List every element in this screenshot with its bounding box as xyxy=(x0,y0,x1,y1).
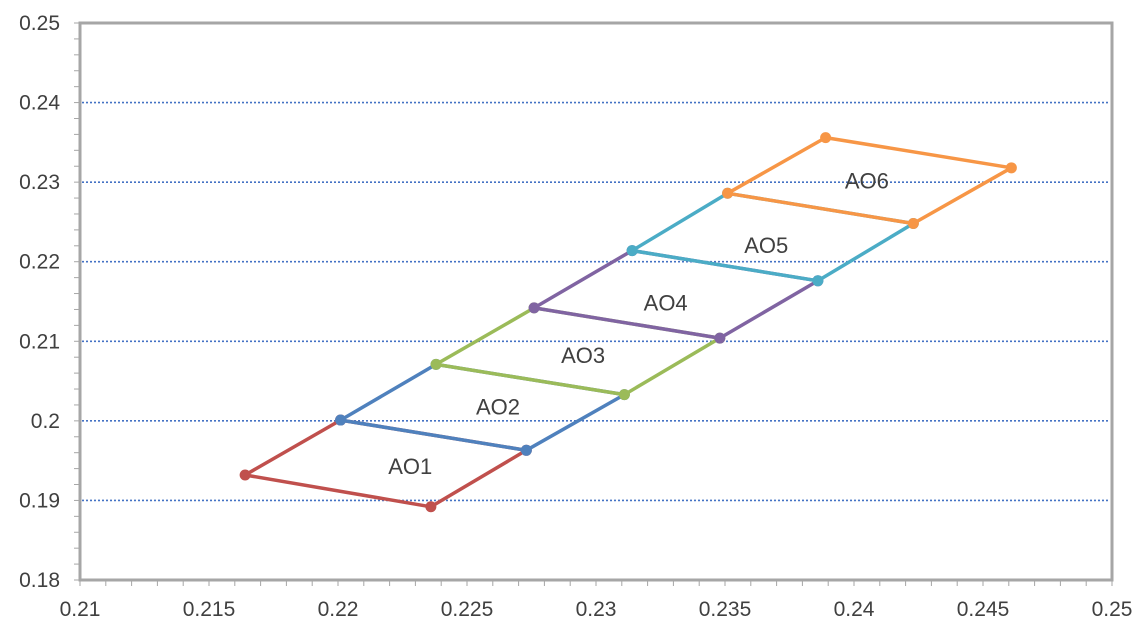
x-tick-label-3: 0.225 xyxy=(441,598,494,621)
y-tick-label-6: 0.24 xyxy=(19,92,60,115)
series-label-ao1: AO1 xyxy=(388,454,432,479)
series-label-ao4: AO4 xyxy=(644,290,688,315)
series-labels: AO1 AO2 AO3 AO4 AO5 AO6 xyxy=(388,169,889,480)
series-label-ao3: AO3 xyxy=(561,343,605,368)
data-point-ao2-3[interactable] xyxy=(520,444,532,456)
y-tick-label-0: 0.18 xyxy=(19,569,60,592)
y-tick-label-5: 0.23 xyxy=(19,171,60,194)
data-point-ao3-3[interactable] xyxy=(618,389,630,401)
series-ao6 xyxy=(722,132,1017,230)
series-label-ao6: AO6 xyxy=(845,169,889,194)
series-layer xyxy=(239,132,1017,513)
data-point-ao6-0[interactable] xyxy=(722,187,734,199)
y-tick-label-3: 0.21 xyxy=(19,330,60,353)
x-tick-label-8: 0.25 xyxy=(1092,598,1133,621)
x-tick-label-0: 0.21 xyxy=(60,598,101,621)
data-point-ao1-3[interactable] xyxy=(425,501,437,513)
x-tick-label-5: 0.235 xyxy=(699,598,752,621)
x-tick-label-6: 0.24 xyxy=(834,598,875,621)
series-label-ao2: AO2 xyxy=(476,395,520,420)
data-point-ao5-3[interactable] xyxy=(812,275,824,287)
data-point-ao2-0[interactable] xyxy=(335,414,347,426)
y-tick-label-4: 0.22 xyxy=(19,251,60,274)
data-point-ao1-0[interactable] xyxy=(239,469,251,481)
series-label-ao5: AO5 xyxy=(744,233,788,258)
x-tick-label-7: 0.245 xyxy=(957,598,1010,621)
data-point-ao4-0[interactable] xyxy=(528,302,540,314)
x-tick-label-4: 0.23 xyxy=(576,598,617,621)
data-point-ao6-3[interactable] xyxy=(907,218,919,230)
y-tick-label-2: 0.2 xyxy=(31,410,60,433)
data-point-ao6-2[interactable] xyxy=(1005,162,1017,174)
y-tick-label-1: 0.19 xyxy=(19,489,60,512)
data-point-ao4-3[interactable] xyxy=(714,332,726,344)
y-tick-label-7: 0.25 xyxy=(19,12,60,35)
axes: 0.18 0.19 0.2 0.21 0.22 0.23 0.24 0.25 0.21 0.215… xyxy=(19,12,1132,621)
grid-lines xyxy=(82,101,1110,502)
x-tick-label-2: 0.22 xyxy=(318,598,359,621)
data-point-ao3-0[interactable] xyxy=(430,358,442,370)
data-point-ao6-1[interactable] xyxy=(820,132,832,144)
plot-area xyxy=(78,21,1114,582)
data-point-ao5-0[interactable] xyxy=(626,245,638,257)
x-tick-label-1: 0.215 xyxy=(183,598,236,621)
